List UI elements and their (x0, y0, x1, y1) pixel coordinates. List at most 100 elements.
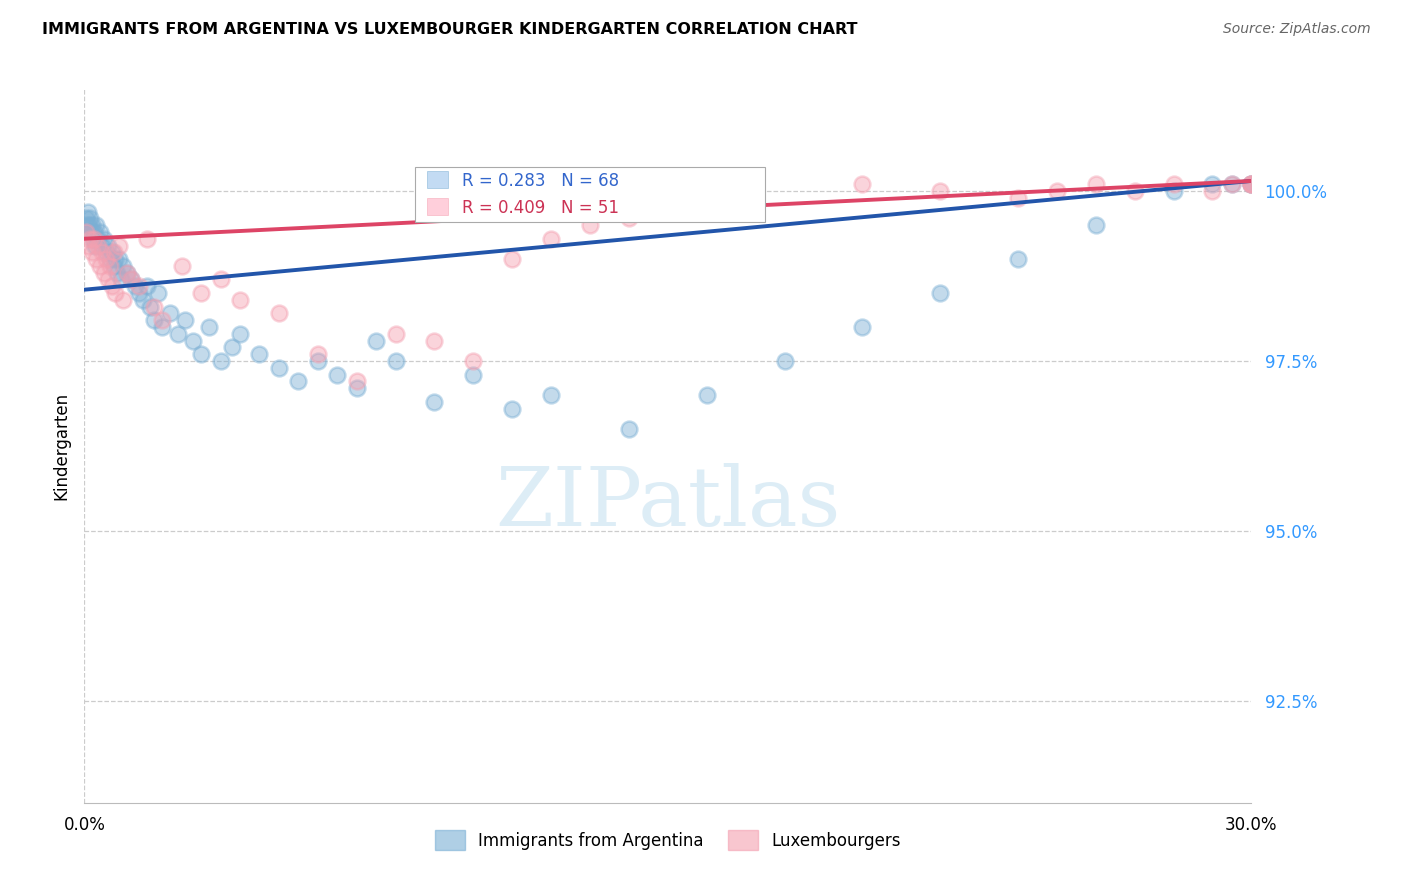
Point (115, 266, 138, 280)
Point (423, 334, 446, 348)
Point (1084, 218, 1107, 232)
Point (1240, 178, 1263, 192)
Point (82, 218, 104, 232)
Point (89, 259, 111, 273)
Point (326, 368, 349, 382)
Point (143, 300, 166, 314)
Point (89, 225, 111, 239)
Point (139, 300, 162, 314)
Point (423, 394, 446, 409)
Point (87, 238, 110, 252)
Point (1084, 178, 1107, 192)
Point (1007, 252, 1029, 266)
Point (287, 375, 309, 389)
Point (617, 422, 640, 436)
Point (94, 245, 117, 260)
Point (579, 218, 602, 232)
Point (181, 334, 204, 348)
Text: R = 0.409   N = 51: R = 0.409 N = 51 (461, 199, 619, 217)
Point (143, 313, 166, 327)
Point (198, 320, 221, 334)
Point (696, 388, 718, 402)
FancyBboxPatch shape (426, 198, 449, 215)
Point (75, 225, 97, 239)
Legend: Immigrants from Argentina, Luxembourgers: Immigrants from Argentina, Luxembourgers (426, 822, 910, 859)
Point (120, 272, 142, 286)
Point (851, 320, 873, 334)
Point (84, 252, 107, 266)
Point (463, 354, 485, 368)
Point (657, 204, 679, 219)
Point (112, 293, 135, 307)
Point (148, 286, 170, 301)
Point (84, 218, 107, 232)
Point (108, 238, 131, 252)
Point (1220, 178, 1243, 192)
Point (366, 334, 388, 348)
Point (617, 211, 640, 226)
Point (190, 286, 212, 301)
Point (124, 279, 146, 293)
Point (229, 293, 252, 307)
Point (150, 313, 173, 327)
Point (1046, 184, 1069, 198)
Point (135, 279, 157, 293)
Point (501, 252, 523, 266)
Point (94, 252, 117, 266)
Point (209, 354, 232, 368)
Point (79, 211, 101, 226)
Point (77, 204, 100, 219)
Point (1240, 178, 1263, 192)
Point (307, 347, 329, 361)
Point (929, 184, 952, 198)
Point (773, 354, 796, 368)
Point (104, 252, 127, 266)
Point (1220, 178, 1243, 192)
Point (1123, 184, 1146, 198)
Point (249, 347, 271, 361)
Point (115, 266, 138, 280)
FancyBboxPatch shape (415, 168, 765, 222)
Point (267, 306, 290, 320)
Point (267, 360, 290, 375)
Point (170, 259, 193, 273)
Point (82, 245, 104, 260)
Point (103, 259, 125, 273)
Point (159, 306, 181, 320)
Point (90, 245, 112, 260)
Point (150, 320, 173, 334)
Point (501, 401, 523, 416)
Point (93, 266, 115, 280)
Point (384, 326, 406, 341)
Point (82, 232, 104, 246)
Point (346, 375, 368, 389)
Point (98, 252, 121, 266)
Point (93, 232, 115, 246)
Point (209, 272, 232, 286)
Point (97, 238, 120, 252)
Point (1240, 178, 1263, 192)
Point (346, 381, 368, 395)
Point (463, 368, 485, 382)
Point (1201, 184, 1223, 198)
Point (79, 232, 101, 246)
Point (540, 232, 562, 246)
Point (128, 279, 150, 293)
FancyBboxPatch shape (426, 170, 449, 187)
Point (103, 245, 125, 260)
Point (1007, 191, 1029, 205)
Point (107, 266, 129, 280)
Point (132, 293, 155, 307)
Point (80, 225, 103, 239)
Point (76, 218, 98, 232)
Point (100, 279, 122, 293)
Point (1163, 184, 1185, 198)
Point (98, 259, 121, 273)
Point (77, 218, 100, 232)
Point (135, 232, 157, 246)
Point (75, 211, 97, 226)
Point (90, 238, 112, 252)
Text: R = 0.283   N = 68: R = 0.283 N = 68 (461, 172, 619, 190)
Point (84, 238, 107, 252)
Point (120, 272, 142, 286)
